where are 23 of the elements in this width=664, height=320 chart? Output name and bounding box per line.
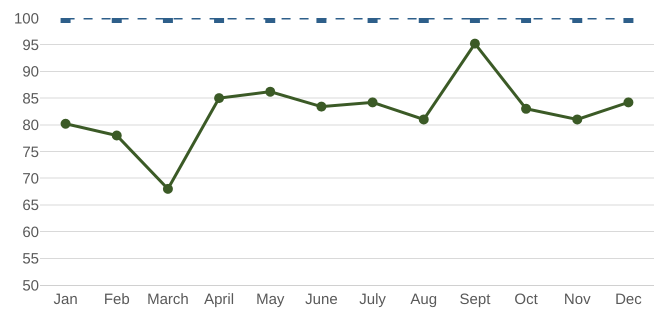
y-tick-label: 80 xyxy=(22,117,39,134)
x-tick-label: Feb xyxy=(104,291,130,308)
y-tick-label: 70 xyxy=(22,170,39,188)
x-tick-label: Jan xyxy=(53,291,78,308)
x-tick-label: June xyxy=(305,291,338,308)
y-tick-label: 90 xyxy=(22,64,39,81)
x-tick-label: April xyxy=(204,291,234,308)
x-tick-label: July xyxy=(359,291,386,308)
x-tick-label: Nov xyxy=(564,291,592,308)
y-tick-label: 75 xyxy=(22,144,39,161)
y-tick-label: 60 xyxy=(22,224,39,241)
y-tick-label: 50 xyxy=(22,277,39,294)
x-tick-label: March xyxy=(147,291,189,308)
x-tick-label: Dec xyxy=(615,291,642,308)
x-tick-label: Aug xyxy=(410,291,438,308)
y-tick-label: 65 xyxy=(22,197,39,214)
x-tick-label: Oct xyxy=(514,291,539,308)
y-tick-label: 95 xyxy=(22,36,39,54)
y-tick-label: 100 xyxy=(14,10,39,28)
x-tick-label: May xyxy=(256,291,285,308)
x-tick-label: Sept xyxy=(459,291,492,308)
y-tick-label: 55 xyxy=(22,250,39,268)
y-tick-label: 85 xyxy=(22,90,39,108)
